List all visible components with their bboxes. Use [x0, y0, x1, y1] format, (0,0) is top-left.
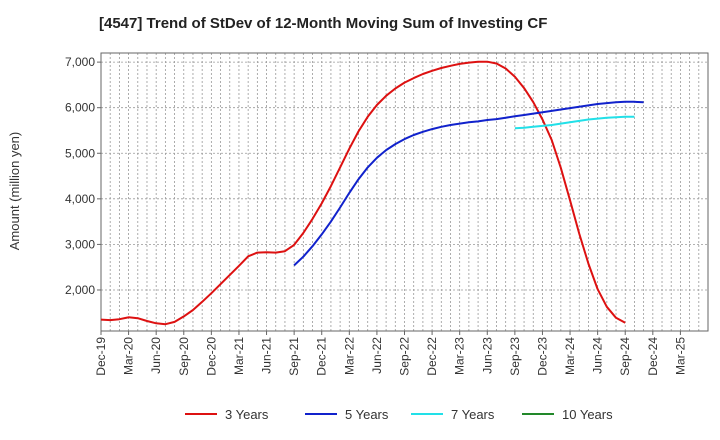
x-tick-label: Sep-21: [287, 337, 301, 376]
x-tick-label: Sep-22: [398, 337, 412, 376]
x-tick-label: Jun-20: [149, 337, 163, 374]
chart-title: [4547] Trend of StDev of 12-Month Moving…: [99, 15, 547, 32]
series-line-3-years: [100, 60, 626, 326]
legend: 3 Years 5 Years 7 Years 10 Years: [185, 407, 613, 422]
y-tick-label: 6,000: [65, 101, 95, 115]
x-tick-label: Mar-25: [673, 337, 687, 375]
y-tick-label: 4,000: [65, 192, 95, 206]
x-tick-label: Mar-21: [232, 337, 246, 375]
x-tick-label: Mar-20: [122, 337, 136, 375]
x-tick-label: Mar-23: [453, 337, 467, 375]
x-axis: Dec-19 Mar-20 Jun-20 Sep-20 Dec-20 Mar-21 Jun-…: [94, 331, 687, 376]
series-lines: [100, 60, 644, 326]
legend-label: 10 Years: [562, 407, 613, 422]
x-tick-label: Mar-24: [563, 337, 577, 375]
grid: [101, 53, 708, 331]
x-tick-label: Sep-24: [618, 337, 632, 376]
x-tick-label: Jun-23: [480, 337, 494, 374]
x-tick-label: Dec-19: [94, 337, 108, 376]
x-tick-label: Jun-22: [370, 337, 384, 374]
legend-label: 5 Years: [345, 407, 389, 422]
x-tick-label: Dec-22: [425, 337, 439, 376]
x-tick-label: Sep-23: [508, 337, 522, 376]
y-axis-label: Amount (million yen): [7, 132, 22, 251]
x-tick-label: Jun-24: [591, 337, 605, 374]
y-tick-label: 2,000: [65, 283, 95, 297]
series-line-5-years: [293, 100, 644, 267]
series-line-7-years: [514, 115, 635, 130]
x-tick-label: Jun-21: [260, 337, 274, 374]
legend-label: 7 Years: [451, 407, 495, 422]
x-tick-label: Dec-24: [646, 337, 660, 376]
x-tick-label: Dec-21: [315, 337, 329, 376]
legend-label: 3 Years: [225, 407, 269, 422]
x-tick-label: Sep-20: [177, 337, 191, 376]
y-axis: 2,000 3,000 4,000 5,000 6,000 7,000: [65, 55, 101, 297]
x-tick-label: Dec-20: [204, 337, 218, 376]
y-tick-label: 7,000: [65, 55, 95, 69]
y-tick-label: 3,000: [65, 237, 95, 251]
x-tick-label: Mar-22: [342, 337, 356, 375]
y-tick-label: 5,000: [65, 146, 95, 160]
x-tick-label: Dec-23: [535, 337, 549, 376]
